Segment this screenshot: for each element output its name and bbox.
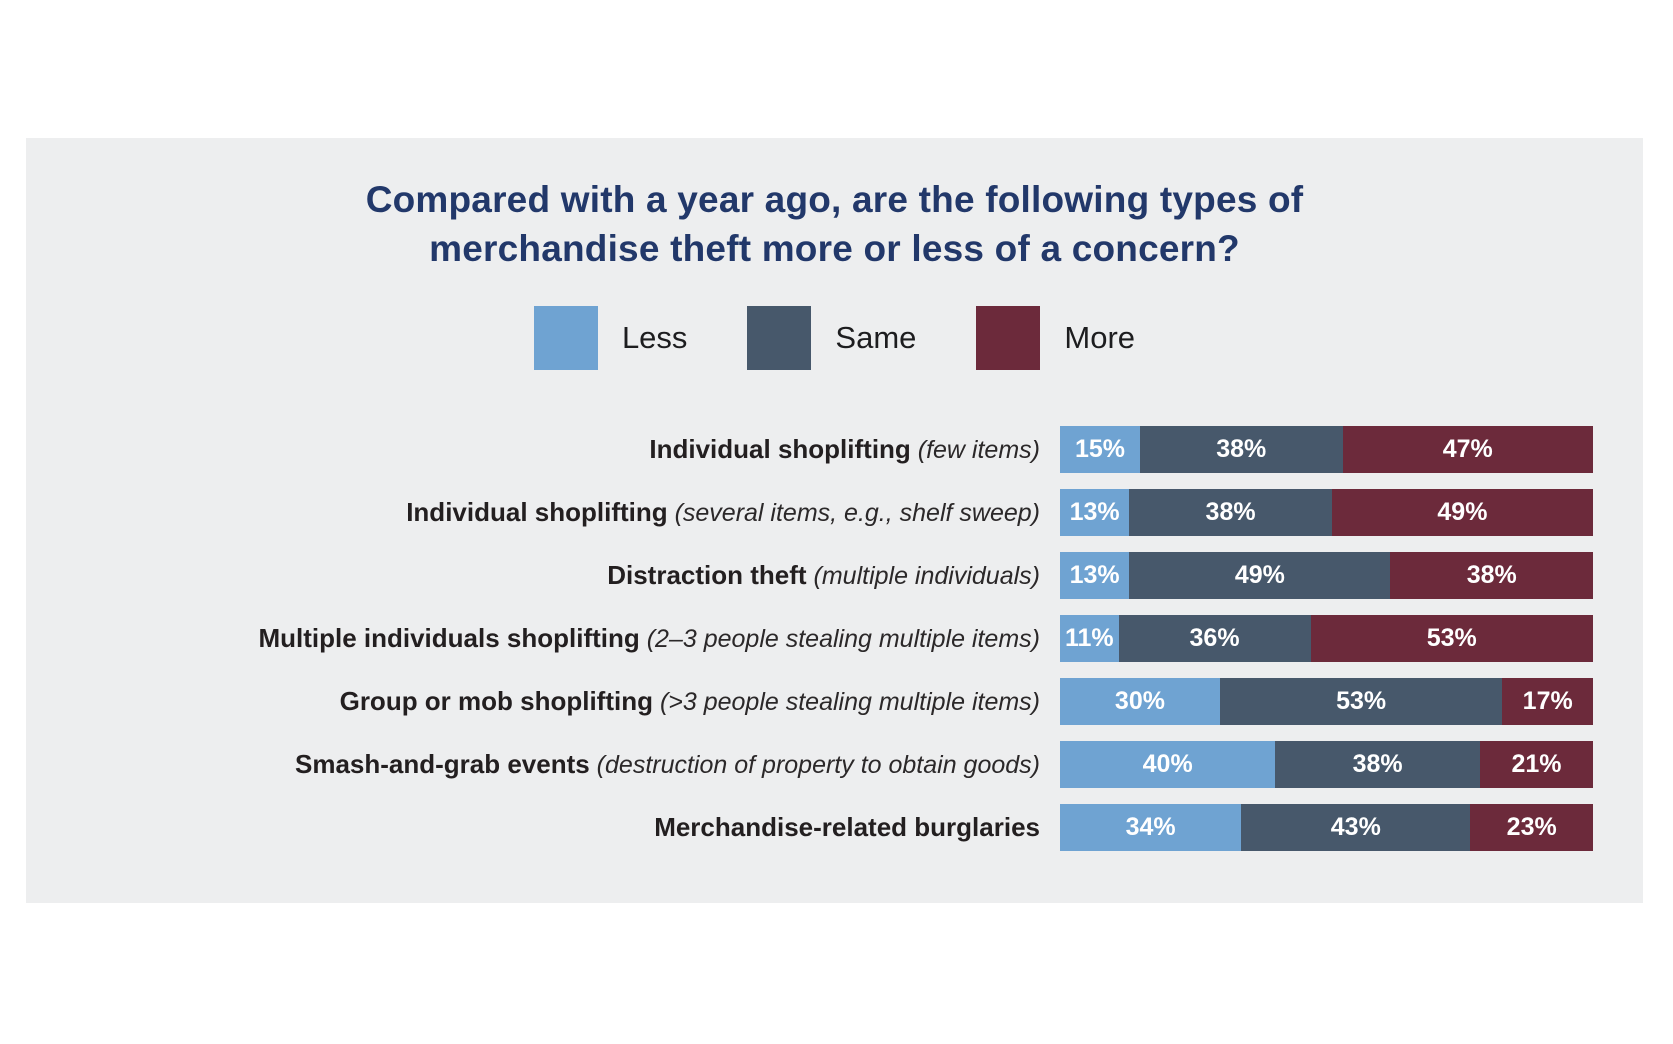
row-label-main: Multiple individuals shoplifting (258, 623, 640, 653)
legend-label: More (1064, 320, 1136, 355)
bar-value: 17% (1522, 687, 1573, 715)
bar-value: 36% (1189, 624, 1240, 652)
bar-segment-more: 23% (1470, 804, 1593, 851)
bar-value: 13% (1069, 498, 1120, 526)
chart-row: Multiple individuals shoplifting (2–3 pe… (60, 615, 1593, 662)
bar-segment-same: 36% (1118, 615, 1311, 662)
row-label-main: Smash-and-grab events (294, 749, 590, 779)
bar-value: 21% (1511, 750, 1562, 778)
legend-swatch-more (976, 306, 1041, 370)
row-label-note: (several items, e.g., shelf sweep) (667, 499, 1040, 527)
bar-segment-same: 38% (1275, 741, 1480, 788)
bar-value: 15% (1074, 435, 1125, 463)
row-label: Distraction theft (multiple individuals) (60, 560, 1060, 591)
bar-segment-same: 38% (1139, 426, 1343, 473)
chart-row: Group or mob shoplifting (>3 people stea… (60, 678, 1593, 725)
bar-value: 47% (1442, 435, 1493, 463)
stacked-bar: 13% 49% 38% (1060, 552, 1594, 599)
chart-title: Compared with a year ago, are the follow… (26, 176, 1643, 274)
chart-row: Merchandise-related burglaries 34% 43% 23% (60, 804, 1593, 851)
bar-value: 49% (1234, 561, 1285, 589)
bar-value: 30% (1114, 687, 1165, 715)
bar-value: 23% (1506, 813, 1557, 841)
bar-segment-less: 11% (1060, 615, 1119, 662)
row-label: Multiple individuals shoplifting (2–3 pe… (60, 623, 1060, 654)
chart-row: Individual shoplifting (few items) 15% 38%… (60, 426, 1594, 473)
stacked-bar: 13% 38% 49% (1060, 489, 1594, 536)
bar-value: 53% (1336, 687, 1387, 715)
chart-row: Smash-and-grab events (destruction of pr… (60, 741, 1593, 788)
chart-row: Individual shoplifting (several items, e… (60, 489, 1594, 536)
bar-segment-same: 38% (1129, 489, 1332, 536)
legend-label: Less (621, 320, 688, 355)
row-label-note: (>3 people stealing multiple items) (653, 688, 1040, 716)
row-label-main: Merchandise-related burglaries (654, 812, 1040, 842)
chart-panel: Compared with a year ago, are the follow… (26, 138, 1643, 903)
bar-segment-more: 53% (1310, 615, 1593, 662)
bar-segment-less: 13% (1060, 489, 1130, 536)
bar-rows: Individual shoplifting (few items) 15% 38%… (60, 426, 1594, 867)
stacked-bar: 34% 43% 23% (1060, 804, 1593, 851)
row-label-note: (2–3 people stealing multiple items) (639, 625, 1040, 653)
legend-swatch-same (747, 306, 812, 370)
bar-segment-less: 15% (1060, 426, 1140, 473)
bar-segment-same: 53% (1219, 678, 1503, 725)
bar-segment-more: 49% (1331, 489, 1594, 536)
bar-segment-same: 43% (1241, 804, 1471, 851)
stacked-bar: 15% 38% 47% (1060, 426, 1594, 473)
stacked-bar: 40% 38% 21% (1060, 741, 1593, 788)
chart-title-line-1: Compared with a year ago, are the follow… (365, 179, 1304, 220)
legend-item-same: Same (747, 306, 916, 370)
bar-segment-more: 47% (1342, 426, 1594, 473)
legend-item-less: Less (533, 306, 688, 370)
stacked-bar: 30% 53% 17% (1060, 678, 1593, 725)
bar-segment-more: 38% (1390, 552, 1594, 599)
bar-segment-less: 40% (1060, 741, 1276, 788)
row-label-main: Group or mob shoplifting (339, 686, 653, 716)
bar-value: 11% (1064, 624, 1114, 652)
bar-value: 38% (1352, 750, 1403, 778)
row-label-main: Individual shoplifting (406, 497, 668, 527)
bar-segment-less: 34% (1060, 804, 1242, 851)
legend-item-more: More (976, 306, 1135, 370)
bar-segment-more: 21% (1479, 741, 1593, 788)
row-label-main: Individual shoplifting (649, 434, 911, 464)
row-label: Individual shoplifting (several items, e… (60, 497, 1060, 528)
row-label: Smash-and-grab events (destruction of pr… (60, 749, 1060, 780)
row-label: Individual shoplifting (few items) (60, 434, 1060, 465)
row-label: Merchandise-related burglaries (60, 812, 1060, 843)
bar-segment-same: 49% (1129, 552, 1391, 599)
chart-row: Distraction theft (multiple individuals)… (60, 552, 1594, 599)
row-label: Group or mob shoplifting (>3 people stea… (60, 686, 1060, 717)
bar-value: 38% (1205, 498, 1256, 526)
bar-value: 13% (1069, 561, 1120, 589)
row-label-note: (destruction of property to obtain goods… (589, 751, 1040, 779)
bar-value: 40% (1142, 750, 1193, 778)
bar-value: 49% (1437, 498, 1488, 526)
bar-value: 43% (1330, 813, 1381, 841)
row-label-main: Distraction theft (607, 560, 807, 590)
bar-value: 38% (1216, 435, 1267, 463)
legend-swatch-less (533, 306, 598, 370)
bar-segment-less: 30% (1060, 678, 1220, 725)
row-label-note: (few items) (910, 436, 1040, 464)
bar-value: 38% (1466, 561, 1517, 589)
bar-value: 34% (1125, 813, 1176, 841)
bar-segment-less: 13% (1060, 552, 1130, 599)
chart-title-line-2: merchandise theft more or less of a conc… (429, 227, 1240, 269)
bar-value: 53% (1426, 624, 1477, 652)
stacked-bar: 11% 36% 53% (1060, 615, 1593, 662)
row-label-note: (multiple individuals) (806, 562, 1041, 590)
bar-segment-more: 17% (1502, 678, 1593, 725)
legend-label: Same (835, 320, 917, 355)
legend: Less Same More (26, 306, 1643, 370)
